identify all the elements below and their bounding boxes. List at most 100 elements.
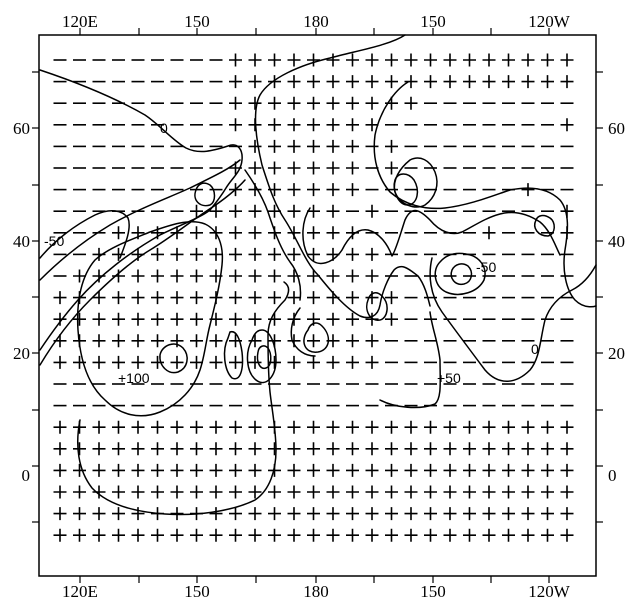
plus-sign	[482, 442, 496, 456]
plus-sign	[541, 528, 554, 542]
lat-label-right-20: 20	[608, 344, 625, 363]
plus-sign	[287, 291, 301, 305]
plus-sign	[53, 442, 67, 456]
plus-sign	[502, 485, 515, 499]
plus-sign	[151, 355, 164, 369]
plus-sign	[287, 96, 301, 110]
plus-sign	[73, 312, 86, 326]
contour-small-loop-160	[223, 330, 244, 380]
plus-sign	[287, 53, 301, 67]
plus-sign	[248, 291, 262, 305]
plus-sign	[248, 139, 262, 153]
contour-central-ridge	[254, 34, 431, 319]
plus-sign	[307, 75, 320, 89]
plus-sign	[112, 226, 125, 240]
axis-ticks	[32, 28, 603, 583]
plus-sign	[229, 204, 242, 218]
plus-sign	[541, 420, 554, 434]
plus-sign	[307, 528, 320, 542]
plus-sign	[365, 53, 379, 67]
plus-sign	[404, 463, 418, 477]
plus-sign	[151, 485, 164, 499]
plus-sign	[502, 53, 515, 67]
plus-sign	[385, 291, 398, 305]
contour-neg50-east-inner	[450, 263, 473, 286]
plus-sign	[53, 485, 67, 499]
plus-sign	[209, 355, 223, 369]
plus-sign	[346, 507, 359, 521]
plus-sign	[307, 507, 320, 521]
plus-sign	[248, 161, 262, 175]
plus-sign	[268, 96, 281, 110]
plus-sign	[385, 528, 398, 542]
lat-label-left-60: 60	[13, 119, 30, 138]
plus-sign	[112, 485, 125, 499]
lon-label-bottom-150w: 150	[420, 582, 446, 601]
plus-sign	[385, 161, 398, 175]
plus-sign	[560, 75, 574, 89]
plus-sign	[326, 226, 340, 240]
plus-sign	[541, 485, 554, 499]
plus-sign	[346, 161, 359, 175]
plus-sign	[307, 183, 320, 197]
plus-sign	[268, 53, 281, 67]
plus-sign	[424, 53, 437, 67]
plus-sign	[92, 463, 106, 477]
plus-sign	[112, 334, 125, 348]
plus-sign	[326, 485, 340, 499]
plus-sign	[248, 75, 262, 89]
plus-sign	[385, 463, 398, 477]
plus-sign	[170, 269, 184, 283]
plus-sign	[229, 312, 242, 326]
plus-sign	[248, 420, 262, 434]
contour-label-plus50: +50	[437, 370, 461, 386]
plus-sign	[248, 507, 262, 521]
plus-sign	[92, 507, 106, 521]
plus-sign	[229, 269, 242, 283]
plus-sign	[307, 53, 320, 67]
plus-sign	[326, 204, 340, 218]
plus-sign	[365, 269, 379, 283]
plus-sign	[248, 53, 262, 67]
plus-sign	[190, 463, 203, 477]
plus-sign	[209, 334, 223, 348]
plus-sign	[365, 247, 379, 261]
plus-sign	[268, 312, 281, 326]
plus-sign	[190, 204, 203, 218]
plus-sign	[112, 269, 125, 283]
lat-label-right-60: 60	[608, 119, 625, 138]
plus-sign	[170, 312, 184, 326]
plus-sign	[53, 463, 67, 477]
plus-sign	[307, 463, 320, 477]
plus-sign	[248, 463, 262, 477]
plus-sign	[482, 507, 496, 521]
plus-sign	[112, 247, 125, 261]
plus-sign	[287, 161, 301, 175]
plus-sign	[287, 420, 301, 434]
contour-west-big-100	[76, 220, 224, 417]
plus-sign	[404, 528, 418, 542]
plus-sign	[443, 485, 457, 499]
plus-sign	[502, 528, 515, 542]
contour-zero-north-b	[39, 209, 211, 351]
plus-sign	[170, 420, 184, 434]
lat-label-right-40: 40	[608, 232, 625, 251]
plus-sign	[385, 442, 398, 456]
plus-sign	[307, 442, 320, 456]
plus-sign	[112, 442, 125, 456]
contour-north-east-closed	[373, 81, 597, 308]
plus-sign	[541, 463, 554, 477]
plus-sign	[346, 226, 359, 240]
lon-label-top-150e: 150	[184, 12, 210, 31]
plus-sign	[92, 312, 106, 326]
plus-sign	[365, 507, 379, 521]
plus-sign	[560, 442, 574, 456]
plus-sign	[248, 334, 262, 348]
contour-south-large	[77, 281, 290, 516]
plus-sign	[92, 420, 106, 434]
plus-sign	[248, 247, 262, 261]
contour-north-inner-ridge	[244, 169, 302, 301]
plus-sign	[521, 485, 535, 499]
contour-zero-north-a	[39, 69, 243, 211]
lon-label-bottom-120w: 120W	[528, 582, 571, 601]
